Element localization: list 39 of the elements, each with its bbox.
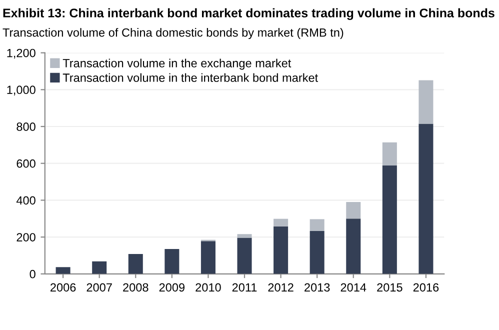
bar (310, 230, 324, 274)
chart-title: Exhibit 13: China interbank bond market dominates trading volume in China bonds (3, 8, 494, 20)
bar (382, 142, 397, 166)
x-tick-label: 2010 (196, 283, 221, 292)
bar (56, 267, 70, 274)
bar (346, 202, 361, 219)
legend-label: Transaction volume in the interbank bond market (62, 73, 318, 82)
legend-label: Transaction volume in the exchange market (62, 58, 292, 70)
bar (237, 238, 252, 274)
bar (418, 80, 434, 124)
y-tick-label: 200 (16, 233, 36, 242)
x-tick-label: 2008 (123, 283, 148, 292)
bar (274, 218, 288, 226)
bar (92, 261, 107, 274)
bar (418, 124, 434, 274)
y-tick-label: 1,200 (7, 48, 36, 59)
x-tick-label: 2006 (50, 283, 76, 292)
x-tick-label: 2014 (340, 283, 366, 292)
bar (346, 218, 361, 274)
x-tick-label: 2012 (268, 283, 294, 292)
x-tick-label: 2009 (159, 283, 184, 292)
y-tick-label: 400 (16, 196, 36, 205)
x-tick-label: 2016 (413, 283, 439, 292)
bar (200, 241, 216, 274)
bar (164, 249, 180, 274)
x-tick-label: 2011 (232, 283, 257, 292)
bar (310, 219, 324, 231)
chart-subtitle: Transaction volume of China domestic bonds by market (RMB tn) (2, 28, 344, 40)
bar (128, 254, 143, 274)
y-tick-label: 600 (16, 159, 36, 168)
bar (274, 226, 288, 274)
y-tick-label: 0 (30, 270, 36, 278)
y-tick-label: 800 (16, 122, 36, 131)
bar (382, 166, 397, 274)
x-tick-label: 2015 (377, 283, 402, 292)
x-tick-label: 2013 (304, 283, 330, 292)
bar (237, 234, 252, 238)
y-tick-label: 1,000 (7, 86, 36, 96)
x-tick-label: 2007 (86, 283, 112, 292)
